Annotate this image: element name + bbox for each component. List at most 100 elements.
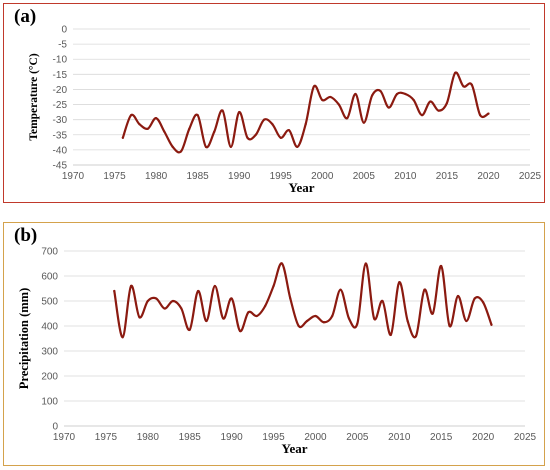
temp-data-point-2005 bbox=[362, 121, 365, 124]
precip-x-tick-label-1: 1975 bbox=[95, 432, 118, 443]
precip-data-point-2002 bbox=[331, 314, 334, 318]
precip-x-tick-label-3: 1985 bbox=[179, 432, 202, 443]
precip-x-tick-label-2: 1980 bbox=[137, 432, 160, 443]
precip-x-tick-label-6: 2000 bbox=[304, 432, 327, 443]
temp-data-point-2002 bbox=[337, 103, 340, 106]
temp-data-point-1980 bbox=[154, 117, 158, 120]
temp-x-tick-label-8: 2010 bbox=[394, 171, 417, 182]
panel-label-a: (a) bbox=[14, 6, 37, 27]
precip-x-tick-label-7: 2005 bbox=[346, 432, 369, 443]
precip-data-point-2007 bbox=[373, 317, 376, 320]
temp-data-point-2001 bbox=[329, 95, 332, 99]
precip-data-point-2019 bbox=[473, 297, 476, 300]
precip-data-point-1986 bbox=[197, 289, 200, 293]
temp-y-tick-label-7: -35 bbox=[53, 130, 68, 141]
temp-y-tick-label-2: -10 bbox=[53, 55, 68, 66]
precip-data-point-1994 bbox=[264, 304, 267, 308]
precip-data-point-1988 bbox=[213, 284, 216, 288]
precip-y-tick-label-6: 600 bbox=[41, 272, 58, 283]
temp-y-tick-label-6: -30 bbox=[53, 115, 68, 126]
precip-data-point-1978 bbox=[129, 284, 133, 288]
temp-data-point-1983 bbox=[179, 150, 183, 153]
precip-x-tick-label-10: 2020 bbox=[472, 432, 495, 443]
temp-data-point-1987 bbox=[213, 130, 216, 133]
temp-data-point-1991 bbox=[246, 136, 249, 139]
temp-data-point-1978 bbox=[138, 123, 141, 126]
temp-y-tick-label-0: 0 bbox=[61, 25, 67, 36]
temp-data-point-1976 bbox=[121, 136, 124, 139]
precip-data-point-2012 bbox=[414, 334, 418, 338]
temp-x-tick-label-1: 1975 bbox=[103, 171, 126, 182]
precip-y-axis-title: Precipitation (mm) bbox=[17, 288, 31, 389]
temp-data-point-2004 bbox=[354, 92, 357, 96]
temp-data-point-1979 bbox=[146, 127, 149, 130]
temp-x-tick-label-3: 1985 bbox=[187, 171, 210, 182]
temp-x-tick-label-5: 1995 bbox=[270, 171, 293, 182]
temp-data-point-2003 bbox=[346, 117, 349, 120]
temp-y-tick-label-9: -45 bbox=[53, 161, 68, 172]
precip-data-point-2001 bbox=[322, 321, 325, 324]
temp-data-point-1977 bbox=[130, 114, 133, 117]
precip-data-point-2017 bbox=[456, 294, 460, 298]
temp-data-point-2006 bbox=[371, 94, 374, 97]
temp-data-point-2013 bbox=[429, 100, 432, 103]
temp-data-point-2007 bbox=[379, 89, 382, 93]
precip-x-tick-label-8: 2010 bbox=[388, 432, 411, 443]
precip-data-point-2000 bbox=[314, 314, 317, 318]
temp-data-point-1981 bbox=[163, 130, 166, 133]
precip-data-point-1998 bbox=[297, 324, 300, 328]
precip-data-point-1991 bbox=[238, 329, 242, 333]
precip-data-point-1992 bbox=[247, 311, 250, 314]
temp-data-point-2011 bbox=[412, 98, 415, 102]
precip-y-tick-label-2: 200 bbox=[41, 372, 58, 383]
precip-data-point-1981 bbox=[155, 297, 158, 300]
precip-data-point-2021 bbox=[490, 323, 493, 326]
precip-data-point-2004 bbox=[347, 317, 351, 320]
panel-a: (a) 0 -5 -10 -15 -20 -25 -30 -35 -40 -45 1970 1975 1… bbox=[3, 3, 545, 203]
precip-data-point-1976 bbox=[113, 289, 116, 293]
precip-data-point-2014 bbox=[431, 312, 434, 315]
temp-data-point-2010 bbox=[404, 92, 407, 96]
precip-y-tick-label-4: 400 bbox=[41, 322, 58, 333]
temp-data-point-1982 bbox=[171, 145, 174, 148]
precip-data-point-2015 bbox=[440, 264, 443, 268]
temp-data-point-2020 bbox=[487, 112, 490, 115]
temp-x-tick-label-9: 2015 bbox=[436, 171, 459, 182]
precip-data-point-2011 bbox=[406, 319, 409, 323]
precip-data-point-1996 bbox=[280, 262, 284, 265]
precip-data-point-2005 bbox=[356, 322, 359, 325]
temp-data-point-1997 bbox=[296, 145, 299, 148]
temp-data-point-2008 bbox=[387, 106, 390, 109]
precip-y-tick-label-0: 0 bbox=[52, 422, 58, 433]
precip-data-point-1983 bbox=[171, 299, 175, 303]
temp-data-point-1994 bbox=[271, 123, 274, 126]
temp-data-point-1998 bbox=[304, 123, 307, 126]
precip-data-point-2010 bbox=[398, 281, 401, 284]
precip-data-point-1993 bbox=[255, 314, 258, 318]
temp-data-point-2018 bbox=[470, 83, 473, 87]
panel-b: (b) 0 100 200 300 400 500 600 700 1970 1975 1980 19… bbox=[3, 222, 545, 466]
temp-data-point-2009 bbox=[395, 92, 399, 96]
precip-x-axis-title: Year bbox=[282, 441, 308, 456]
temp-y-tick-label-3: -15 bbox=[53, 70, 68, 81]
precip-data-point-1982 bbox=[163, 307, 166, 310]
temp-x-tick-label-10: 2020 bbox=[477, 171, 500, 182]
precip-data-point-1985 bbox=[188, 328, 191, 331]
precip-y-tick-label-3: 300 bbox=[41, 347, 58, 358]
temp-data-point-1999 bbox=[312, 85, 316, 88]
precip-x-tick-label-5: 1995 bbox=[262, 432, 285, 443]
temp-data-point-1984 bbox=[188, 127, 191, 130]
temp-data-point-1995 bbox=[279, 136, 282, 139]
temp-data-point-1989 bbox=[229, 145, 232, 148]
precip-data-point-1980 bbox=[146, 299, 149, 303]
precip-x-tick-label-4: 1990 bbox=[221, 432, 244, 443]
temp-data-point-2017 bbox=[462, 85, 465, 88]
temp-y-tick-label-8: -40 bbox=[53, 145, 68, 156]
precip-y-tick-label-7: 700 bbox=[41, 247, 58, 258]
temp-data-point-2016 bbox=[454, 71, 457, 74]
precip-data-point-1987 bbox=[205, 319, 208, 323]
temp-data-point-2000 bbox=[321, 98, 324, 102]
temp-x-tick-label-4: 1990 bbox=[228, 171, 251, 182]
temp-data-point-1986 bbox=[204, 145, 208, 148]
